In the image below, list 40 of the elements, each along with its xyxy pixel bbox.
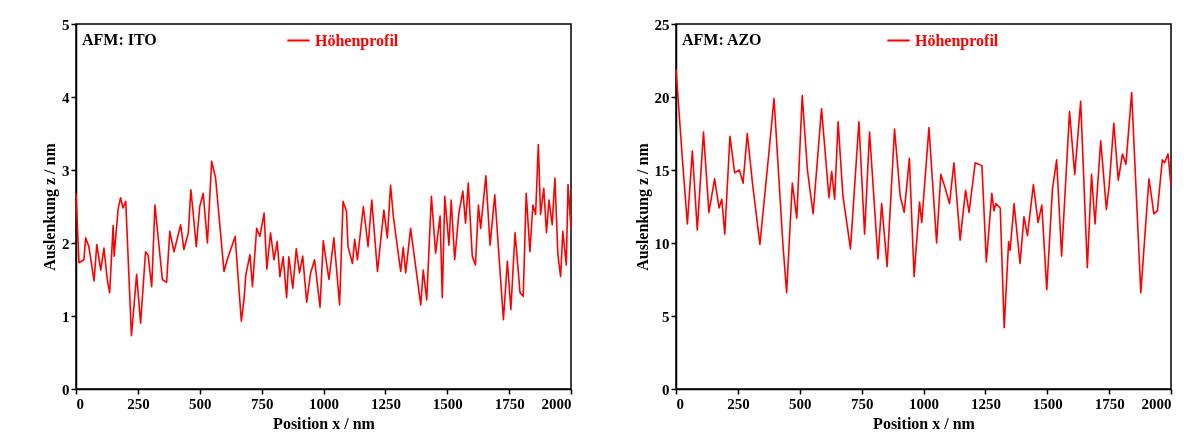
x-tick-label: 1250 (370, 395, 401, 412)
y-tick-label: 1 (62, 308, 70, 325)
y-tick-label: 5 (662, 308, 670, 325)
line-series (75, 143, 572, 337)
y-tick-label: 2 (62, 235, 70, 252)
annotation: AFM: ITO (82, 31, 157, 48)
x-tick-label: 750 (250, 395, 274, 412)
x-tick-label: 1500 (432, 395, 463, 412)
x-tick-label: 250 (727, 395, 750, 412)
y-tick-label: 25 (654, 16, 670, 33)
x-tick-label: 1750 (1094, 395, 1125, 412)
x-axis-title: Position x / nm (273, 414, 376, 432)
y-tick-label: 0 (62, 381, 70, 398)
y-tick-label: 10 (654, 235, 670, 252)
x-tick-label: 250 (127, 395, 150, 412)
legend-label: Höhenprofil (915, 31, 999, 50)
y-tick-label: 15 (654, 162, 670, 179)
x-axis-title: Position x / nm (873, 414, 976, 432)
x-tick-label: 500 (189, 395, 212, 412)
y-axis-title: Auslenkung z / nm (41, 142, 59, 271)
x-tick-label: 0 (76, 395, 84, 412)
x-tick-label: 500 (789, 395, 812, 412)
x-tick-label: 1250 (970, 395, 1001, 412)
y-tick-label: 5 (62, 16, 70, 33)
y-tick-label: 4 (62, 89, 70, 106)
x-tick-label: 1000 (909, 395, 939, 412)
line-series (675, 68, 1172, 329)
y-axis-title: Auslenkung z / nm (633, 142, 652, 271)
legend-label: Höhenprofil (315, 31, 399, 50)
annotation: AFM: AZO (682, 31, 762, 48)
x-tick-label: 0 (676, 395, 684, 412)
x-tick-label: 2000 (541, 395, 572, 412)
x-tick-label: 750 (850, 395, 874, 412)
y-tick-label: 3 (62, 162, 70, 179)
x-tick-label: 2000 (1141, 395, 1172, 412)
x-tick-label: 1000 (309, 395, 339, 412)
x-tick-label: 1500 (1032, 395, 1063, 412)
y-tick-label: 0 (662, 381, 670, 398)
y-tick-label: 20 (654, 89, 670, 106)
x-tick-label: 1750 (494, 395, 525, 412)
